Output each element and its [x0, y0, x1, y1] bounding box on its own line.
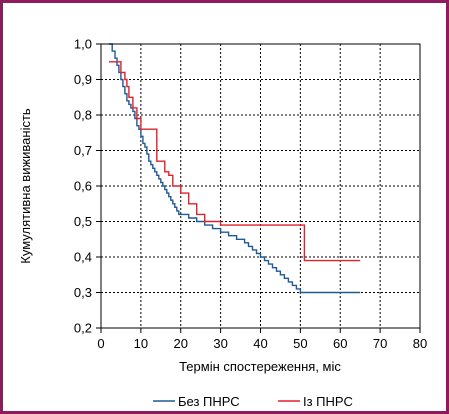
x-tick-label: 20	[174, 336, 188, 351]
x-axis-label: Термін спостереження, міс	[179, 359, 341, 374]
legend-label-2: Із ПНРС	[303, 394, 353, 409]
x-tick-label: 50	[293, 336, 307, 351]
y-tick-label: 0,6	[74, 179, 92, 194]
legend-label-1: Без ПНРС	[178, 394, 240, 409]
legend: Без ПНРС Із ПНРС	[153, 394, 353, 409]
x-tick-label: 30	[213, 336, 227, 351]
y-axis-label: Кумулятивна виживаність	[18, 108, 33, 264]
grid	[101, 44, 420, 328]
y-tick-label: 0,4	[74, 250, 92, 265]
x-tick-label: 80	[413, 336, 427, 351]
y-tick-label: 0,3	[74, 285, 92, 300]
x-tick-label: 60	[333, 336, 347, 351]
series-lines	[109, 43, 361, 294]
axis-ticks: 0 10 20 30 40 50 60 70 80 0,2 0,3 0,4 0,5 0,6 0,7 0,8 0,…	[74, 37, 427, 352]
series-line-1	[109, 43, 361, 294]
x-tick-label: 0	[97, 336, 104, 351]
y-tick-label: 0,9	[74, 72, 92, 87]
x-tick-label: 70	[373, 336, 387, 351]
x-tick-label: 40	[253, 336, 267, 351]
y-tick-label: 1,0	[74, 37, 92, 52]
y-tick-label: 0,2	[74, 321, 92, 336]
y-tick-label: 0,8	[74, 108, 92, 123]
y-tick-label: 0,5	[74, 214, 92, 229]
x-tick-label: 10	[134, 336, 148, 351]
series-line-2	[109, 61, 361, 262]
y-tick-label: 0,7	[74, 143, 92, 158]
